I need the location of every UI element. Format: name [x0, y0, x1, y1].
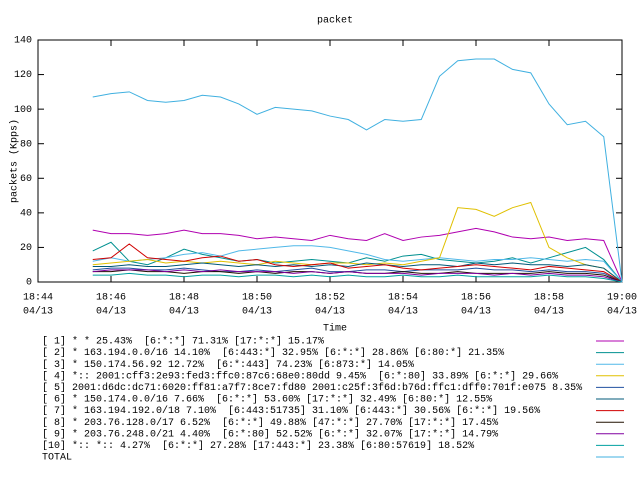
- x-axis-label: Time: [323, 323, 347, 335]
- y-tick-label: 40: [20, 208, 32, 219]
- legend-label: [ 3] * 150.174.56.92 12.72% [6:*:443] 74…: [42, 359, 414, 371]
- x-tick-label: 18:58: [534, 293, 564, 304]
- x-tick-label: 04/13: [388, 306, 418, 318]
- x-tick-label: 18:56: [461, 293, 491, 304]
- series-line: [92, 262, 623, 283]
- series-line: [92, 269, 623, 283]
- y-tick-label: 0: [26, 278, 32, 289]
- x-tick-label: 18:52: [315, 293, 345, 304]
- x-tick-label: 04/13: [23, 306, 53, 318]
- y-tick-label: 80: [20, 139, 32, 150]
- x-tick-label: 04/13: [169, 306, 199, 318]
- series-line: [92, 245, 623, 283]
- series-line: [92, 272, 623, 283]
- series-line: [92, 243, 623, 283]
- y-axis-label: packets (Kpps): [9, 119, 21, 203]
- x-tick-label: 04/13: [96, 306, 126, 318]
- legend-label: [ 9] * 203.76.248.0/21 4.40% [6:*:80] 52…: [42, 428, 498, 440]
- x-tick-label: 18:44: [23, 293, 53, 304]
- x-tick-label: 04/13: [534, 306, 564, 318]
- chart-title: packet: [317, 15, 353, 27]
- legend-label: [ 7] * 163.194.192.0/18 7.10% [6:443:517…: [42, 405, 540, 417]
- series-line: [92, 227, 623, 283]
- y-tick-label: 100: [14, 105, 32, 116]
- x-tick-label: 04/13: [242, 306, 272, 318]
- legend-label: [10] *:: *:: 4.27% [6:*:*] 27.28% [17:44…: [42, 440, 474, 452]
- x-tick-label: 04/13: [607, 306, 637, 318]
- y-tick-label: 140: [14, 36, 32, 47]
- x-tick-label: 04/13: [461, 306, 491, 318]
- legend-label: TOTAL: [42, 453, 72, 464]
- legend-label: [ 1] * * 25.43% [6:*:*] 71.31% [17:*:*] …: [42, 336, 324, 348]
- x-tick-label: 18:46: [96, 293, 126, 304]
- x-tick-label: 18:50: [242, 293, 272, 304]
- series-line: [92, 267, 623, 283]
- legend-label: [ 2] * 163.194.0.0/16 14.10% [6:443:*] 3…: [42, 347, 504, 359]
- legend-label: [ 4] *:: 2001:cff3:2e93:fed3:ffc0:87c6:6…: [42, 370, 558, 382]
- y-tick-label: 20: [20, 243, 32, 254]
- x-tick-label: 19:00: [607, 293, 637, 304]
- series-line: [92, 201, 623, 283]
- series-line: [92, 58, 623, 283]
- x-tick-label: 04/13: [315, 306, 345, 318]
- series-line: [92, 241, 623, 283]
- legend-label: [ 6] * 150.174.0.0/16 7.66% [6:*:*] 53.6…: [42, 394, 492, 406]
- y-tick-label: 120: [14, 70, 32, 81]
- legend-label: [ 8] * 203.76.128.0/17 6.52% [6:*:*] 49.…: [42, 417, 498, 429]
- legend-label: [ 5] 2001:d6dc:dc71:6020:ff81:a7f7:8ce7:…: [42, 382, 582, 394]
- x-tick-label: 18:48: [169, 293, 199, 304]
- y-tick-label: 60: [20, 174, 32, 185]
- x-tick-label: 18:54: [388, 293, 418, 304]
